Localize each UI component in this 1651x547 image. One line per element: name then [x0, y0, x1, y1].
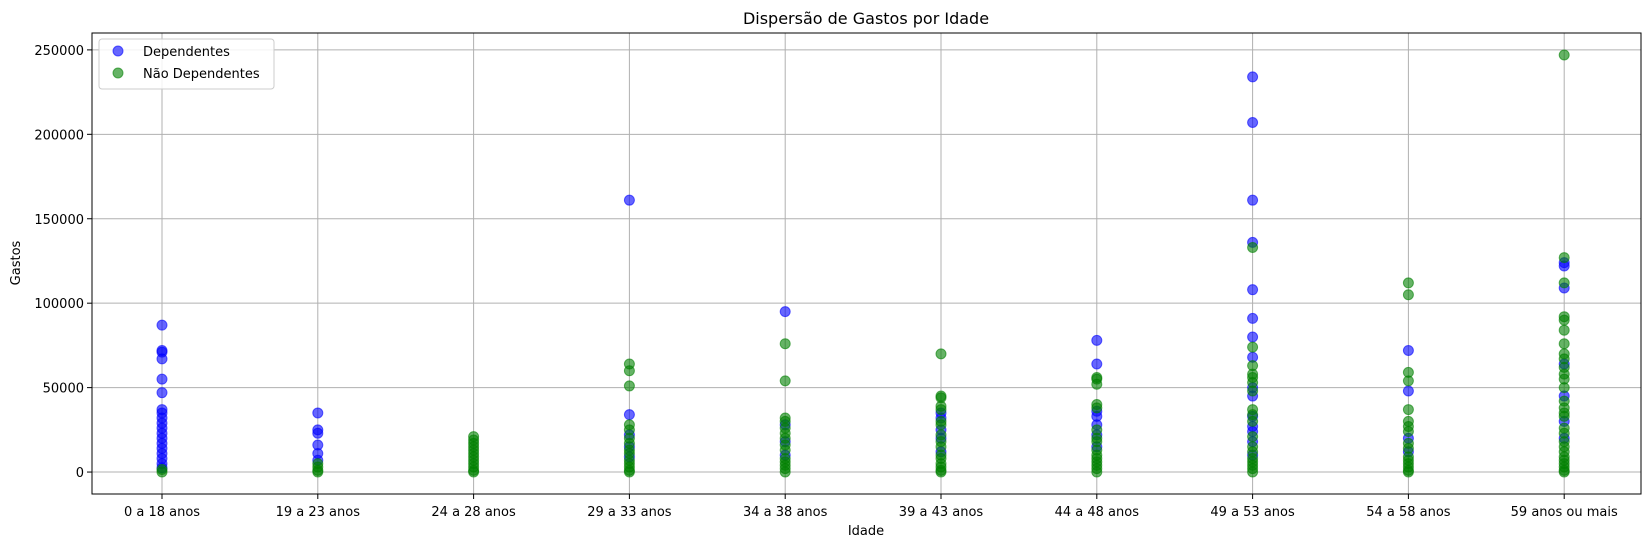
data-point-nao-dependentes — [623, 466, 635, 478]
data-point-dependentes — [1091, 334, 1103, 346]
data-point-nao-dependentes — [1558, 252, 1570, 264]
data-point-nao-dependentes — [623, 365, 635, 377]
data-point-nao-dependentes — [779, 466, 791, 478]
data-point-nao-dependentes — [1247, 385, 1259, 397]
data-point-nao-dependentes — [1247, 341, 1259, 353]
y-tick-label: 250000 — [34, 44, 84, 59]
data-point-dependentes — [1247, 284, 1259, 296]
legend-label-nao-dependentes: Não Dependentes — [143, 67, 260, 82]
x-tick-label: 39 a 43 anos — [899, 505, 984, 520]
x-tick-label: 19 a 23 anos — [276, 505, 361, 520]
data-point-dependentes — [1247, 331, 1259, 343]
data-point-nao-dependentes — [1558, 49, 1570, 61]
data-point-nao-dependentes — [1402, 375, 1414, 387]
data-point-nao-dependentes — [468, 466, 480, 478]
data-point-dependentes — [156, 319, 168, 331]
data-point-dependentes — [156, 387, 168, 399]
y-tick-label: 150000 — [34, 213, 84, 228]
data-point-nao-dependentes — [1402, 404, 1414, 416]
legend-box — [98, 38, 275, 90]
data-point-dependentes — [1091, 358, 1103, 370]
data-point-nao-dependentes — [1558, 324, 1570, 336]
data-point-nao-dependentes — [1091, 378, 1103, 390]
data-point-dependentes — [312, 427, 324, 439]
legend-label-dependentes: Dependentes — [143, 45, 230, 60]
data-point-nao-dependentes — [1247, 415, 1259, 427]
x-tick-label: 44 a 48 anos — [1055, 505, 1140, 520]
chart-title: Dispersão de Gastos por Idade — [743, 9, 989, 28]
x-tick-label: 54 a 58 anos — [1366, 505, 1451, 520]
data-point-nao-dependentes — [935, 404, 947, 416]
data-point-dependentes — [1247, 71, 1259, 83]
data-point-nao-dependentes — [1402, 466, 1414, 478]
data-point-dependentes — [1247, 194, 1259, 206]
data-point-dependentes — [1247, 116, 1259, 128]
data-point-dependentes — [156, 373, 168, 385]
y-tick-label: 50000 — [43, 382, 84, 397]
legend-marker-nao-dependentes — [112, 67, 124, 79]
data-point-nao-dependentes — [935, 419, 947, 431]
x-tick-label: 59 anos ou mais — [1511, 505, 1618, 520]
data-point-nao-dependentes — [1558, 466, 1570, 478]
data-point-nao-dependentes — [1402, 289, 1414, 301]
data-point-nao-dependentes — [312, 466, 324, 478]
ticks-layer: 0 a 18 anos 19 a 23 anos 24 a 28 anos 29 a … — [34, 44, 1618, 520]
data-point-nao-dependentes — [623, 380, 635, 392]
points-layer — [156, 49, 1570, 478]
data-point-nao-dependentes — [1402, 426, 1414, 438]
data-point-nao-dependentes — [1247, 431, 1259, 443]
x-axis-label: Idade — [848, 524, 884, 539]
y-tick-label: 200000 — [34, 128, 84, 143]
data-point-dependentes — [1402, 344, 1414, 356]
data-point-nao-dependentes — [1558, 277, 1570, 289]
plot-frame — [91, 32, 1642, 495]
y-tick-label: 0 — [76, 466, 84, 481]
data-point-dependentes — [623, 194, 635, 206]
y-tick-label: 100000 — [34, 297, 84, 312]
data-point-nao-dependentes — [935, 348, 947, 360]
x-tick-label: 34 a 38 anos — [743, 505, 828, 520]
data-point-nao-dependentes — [1558, 382, 1570, 394]
data-point-dependentes — [1247, 312, 1259, 324]
data-point-nao-dependentes — [935, 466, 947, 478]
data-point-nao-dependentes — [1558, 314, 1570, 326]
data-point-dependentes — [623, 409, 635, 421]
data-point-nao-dependentes — [1091, 466, 1103, 478]
legend-marker-dependentes — [112, 45, 124, 57]
data-point-nao-dependentes — [1558, 338, 1570, 350]
data-point-nao-dependentes — [1247, 466, 1259, 478]
x-tick-label: 29 a 33 anos — [587, 505, 672, 520]
y-axis-label: Gastos — [9, 240, 24, 285]
x-tick-label: 0 a 18 anos — [124, 505, 200, 520]
data-point-nao-dependentes — [1247, 241, 1259, 253]
data-point-dependentes — [156, 353, 168, 365]
data-point-nao-dependentes — [156, 466, 168, 478]
data-point-nao-dependentes — [1558, 410, 1570, 422]
x-tick-label: 49 a 53 anos — [1210, 505, 1295, 520]
x-tick-label: 24 a 28 anos — [431, 505, 516, 520]
data-point-nao-dependentes — [1091, 402, 1103, 414]
legend: Dependentes Não Dependentes — [98, 38, 275, 90]
data-point-dependentes — [1402, 385, 1414, 397]
data-point-dependentes — [312, 407, 324, 419]
data-point-nao-dependentes — [1402, 277, 1414, 289]
data-point-dependentes — [779, 306, 791, 318]
data-point-nao-dependentes — [779, 338, 791, 350]
data-point-nao-dependentes — [779, 375, 791, 387]
